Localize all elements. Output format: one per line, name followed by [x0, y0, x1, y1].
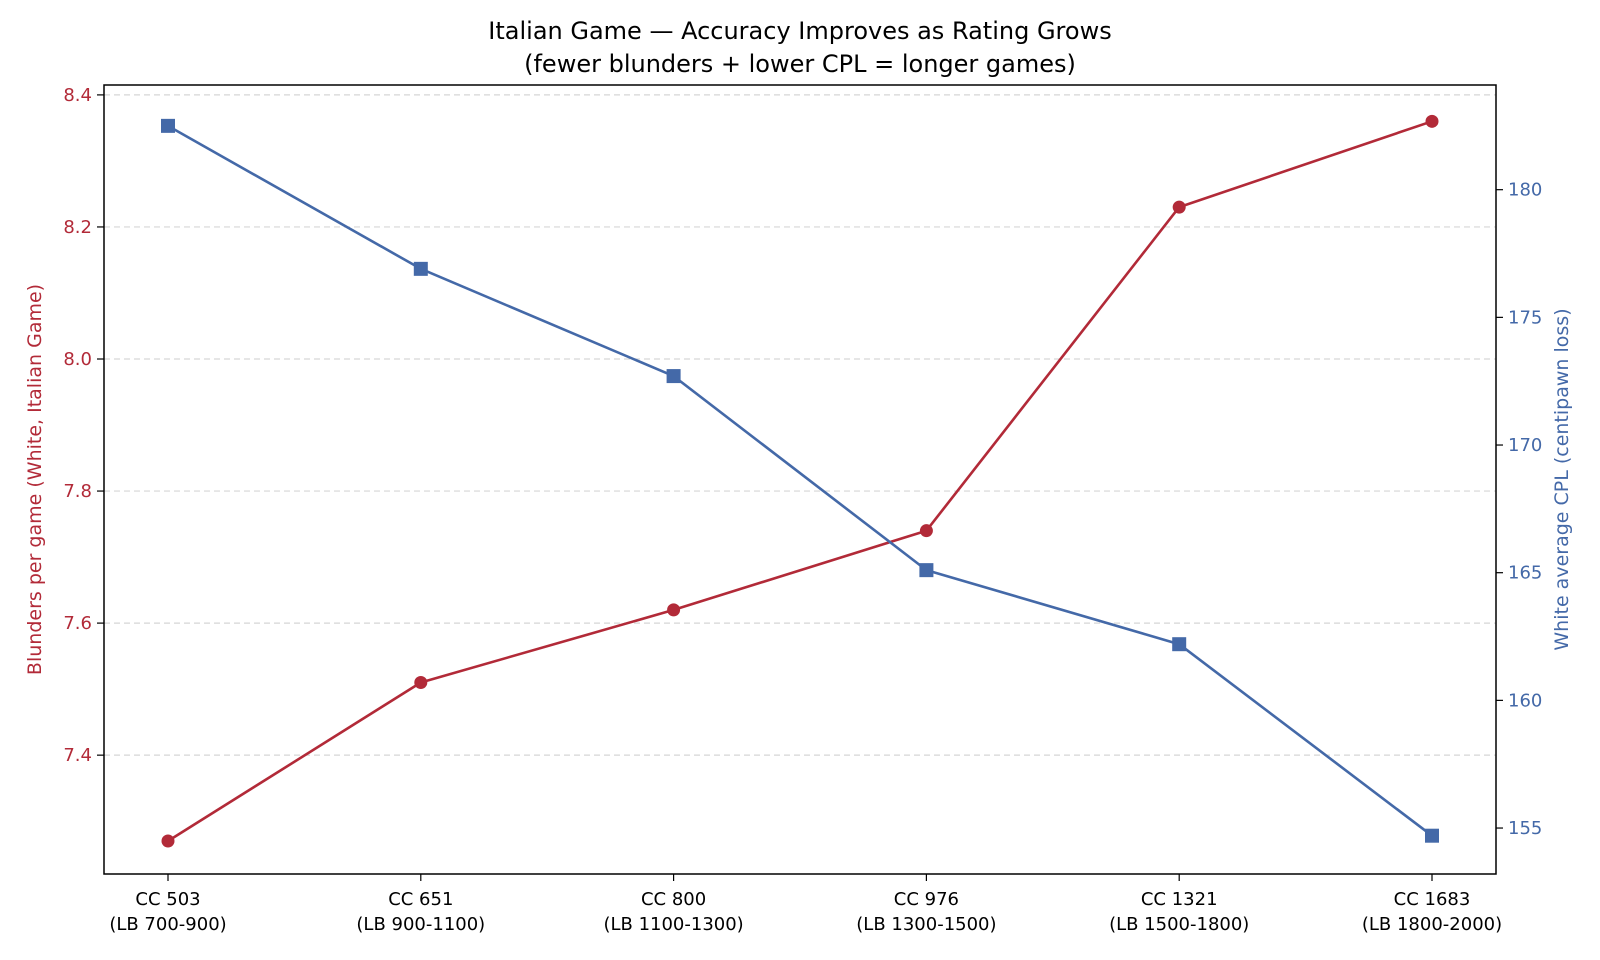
y-right-tick-label: 160 — [1508, 690, 1542, 711]
x-tick-sublabel: (LB 1500-1800) — [1109, 914, 1249, 935]
y-right-tick-label: 180 — [1508, 180, 1542, 201]
x-tick-sublabel: (LB 900-1100) — [356, 914, 485, 935]
series-1-point — [414, 676, 428, 690]
chart-subtitle: (fewer blunders + lower CPL = longer gam… — [524, 50, 1076, 78]
series-line-1 — [167, 120, 1433, 843]
x-tick-label: CC 800 — [641, 889, 706, 910]
axes-layer: 7.4 7.6 7.8 8.0 8.2 8.4 155 160 165 170 175 180 CC 5… — [63, 85, 1542, 935]
y-left-tick-label: 7.4 — [63, 745, 92, 766]
y-left-tick-label: 8.2 — [63, 217, 92, 238]
x-tick-sublabel: (LB 1800-2000) — [1362, 914, 1502, 935]
x-tick-label: CC 503 — [135, 889, 200, 910]
series-1-point — [161, 834, 175, 848]
y-left-tick-label: 8.4 — [63, 85, 92, 106]
y-right-tick-label: 165 — [1508, 563, 1542, 584]
series-1-point — [1425, 114, 1439, 128]
y-right-tick-label: 175 — [1508, 307, 1542, 328]
series-1-point — [667, 603, 681, 617]
x-tick-sublabel: (LB 1300-1500) — [856, 914, 996, 935]
series-2-point — [1172, 637, 1187, 652]
series-line-2 — [167, 124, 1433, 837]
y-right-tick-label: 170 — [1508, 435, 1542, 456]
series-2-point — [666, 369, 681, 384]
series-2-point — [1425, 828, 1439, 843]
x-tick-sublabel: (LB 700-900) — [109, 914, 226, 935]
series-2-point — [919, 563, 934, 578]
series-2-point — [161, 118, 175, 133]
y-axis-right-label: White average CPL (centipawn loss) — [1551, 308, 1573, 650]
plot-frame — [103, 84, 1497, 875]
x-tick-sublabel: (LB 1100-1300) — [603, 914, 743, 935]
x-tick-label: CC 1321 — [1141, 889, 1218, 910]
y-axis-left-label: Blunders per game (White, Italian Game) — [24, 284, 46, 675]
gridlines — [104, 94, 1496, 756]
x-tick-label: CC 651 — [388, 889, 453, 910]
chart-title: Italian Game — Accuracy Improves as Rati… — [488, 17, 1111, 45]
y-left-tick-label: 7.8 — [63, 481, 92, 502]
series-2-point — [413, 261, 428, 276]
x-tick-label: CC 1683 — [1394, 889, 1471, 910]
series-1-point — [1172, 200, 1186, 214]
series-layer — [161, 114, 1439, 848]
x-tick-label: CC 976 — [894, 889, 959, 910]
y-left-tick-label: 7.6 — [63, 613, 92, 634]
y-right-tick-label: 155 — [1508, 818, 1542, 839]
series-1-point — [919, 524, 933, 538]
y-left-tick-label: 8.0 — [63, 349, 92, 370]
